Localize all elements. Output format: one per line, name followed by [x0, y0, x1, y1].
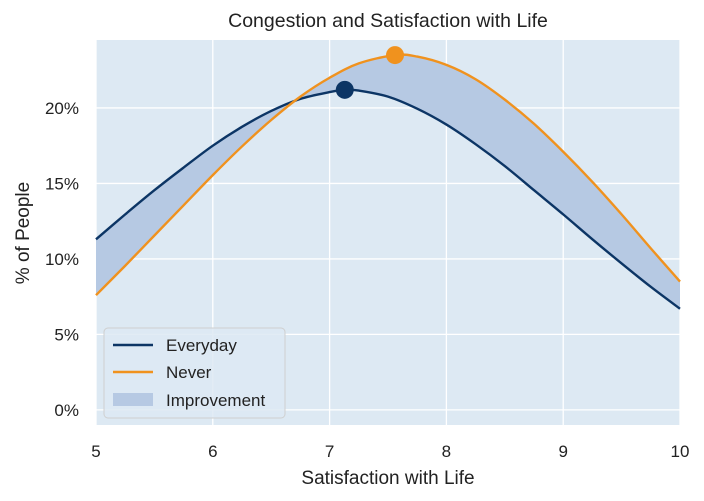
y-tick-label: 10%: [45, 250, 79, 269]
peak-marker-never: [386, 46, 405, 65]
legend-never-label: Never: [166, 363, 212, 382]
legend-improvement-label: Improvement: [166, 391, 265, 410]
legend: Everyday Never Improvement: [103, 327, 286, 419]
x-tick-label: 5: [91, 442, 100, 461]
x-tick-label: 8: [442, 442, 451, 461]
y-tick-label: 20%: [45, 99, 79, 118]
x-axis-ticks: 5 6 7 8 9 10: [91, 442, 689, 461]
y-tick-label: 5%: [54, 325, 79, 344]
legend-improvement-swatch: [113, 393, 153, 406]
improvement-band: [96, 54, 680, 309]
peak-marker-everyday: [335, 80, 354, 99]
chart-title: Congestion and Satisfaction with Life: [228, 10, 548, 32]
x-tick-label: 6: [208, 442, 217, 461]
x-tick-label: 7: [325, 442, 334, 461]
series-line-everyday: [95, 88, 681, 310]
legend-everyday-label: Everyday: [166, 336, 237, 355]
y-axis-title: % of People: [13, 182, 34, 284]
y-tick-label: 15%: [45, 174, 79, 193]
improvement-band-layer: [96, 54, 680, 309]
y-axis-ticks: 0% 5% 10% 15% 20%: [45, 99, 79, 420]
y-tick-label: 0%: [54, 401, 79, 420]
x-tick-label: 10: [671, 442, 690, 461]
peak-markers: [335, 46, 405, 99]
x-tick-label: 9: [558, 442, 567, 461]
x-axis-title: Satisfaction with Life: [301, 468, 474, 489]
